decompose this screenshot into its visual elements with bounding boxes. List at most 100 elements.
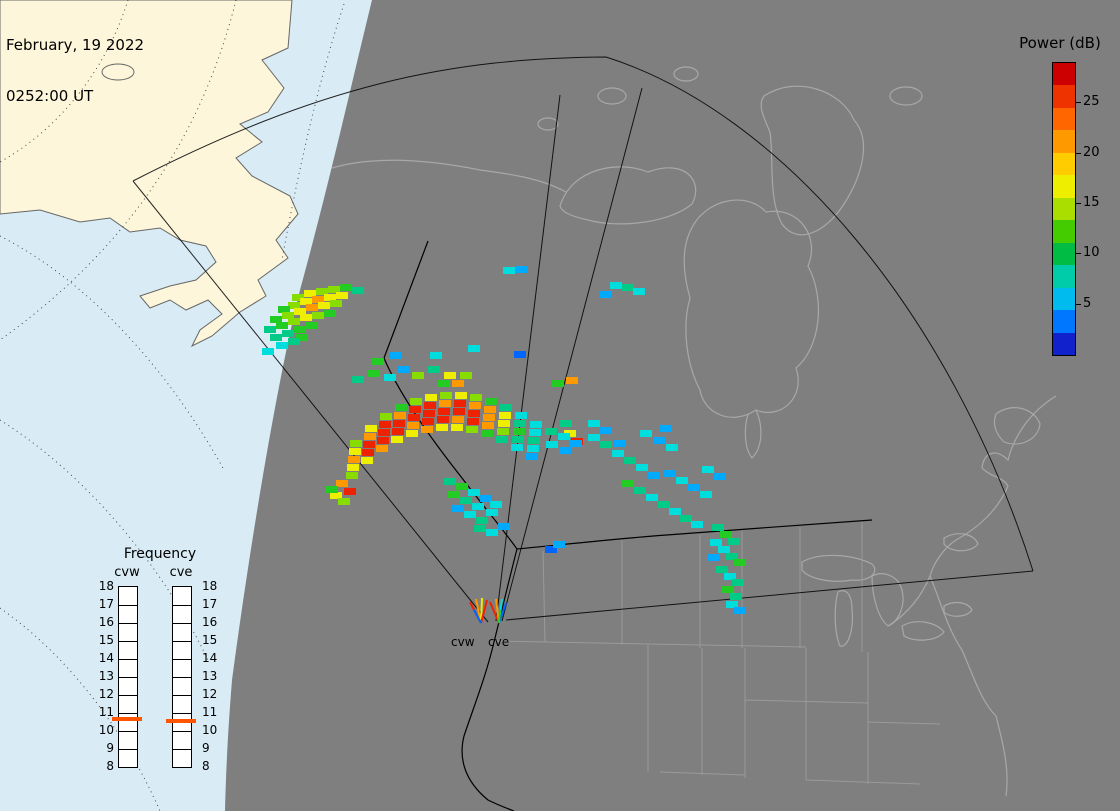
power-cell — [378, 429, 390, 436]
frequency-scale-tick-line — [173, 731, 191, 732]
power-cell — [496, 436, 508, 443]
power-cell — [691, 521, 703, 528]
radar-site-cve-label: cve — [488, 635, 510, 649]
frequency-scale-tick-line — [119, 659, 137, 660]
power-cell — [514, 351, 526, 358]
colorbar-segment — [1053, 197, 1075, 221]
power-cell — [438, 408, 450, 415]
power-cell — [512, 436, 524, 443]
colorbar-tick-mark — [1076, 202, 1081, 204]
power-cell — [515, 412, 527, 419]
frequency-scale-tick-line — [119, 641, 137, 642]
frequency-panel: Frequency cvw cve 18 17 16 15 14 13 12 11 10 9 8 18… — [85, 546, 235, 786]
power-cell — [728, 538, 740, 545]
frequency-tick-label: 14 — [98, 651, 114, 665]
power-cell — [669, 508, 681, 515]
power-cell — [734, 607, 746, 614]
frequency-tick-label: 12 — [98, 687, 114, 701]
fov-left-edge — [132, 180, 489, 623]
power-cell — [460, 372, 472, 379]
frequency-column-cve-header: cve — [169, 565, 193, 580]
colorbar-segment — [1053, 287, 1075, 311]
power-cell — [482, 422, 494, 429]
power-cell — [634, 487, 646, 494]
frequency-scale-tick-line — [173, 623, 191, 624]
power-cell — [312, 312, 324, 319]
power-cell — [328, 286, 340, 293]
colorbar-tick-mark — [1076, 253, 1081, 255]
power-cell — [270, 334, 282, 341]
colorbar-segment — [1053, 265, 1075, 288]
power-cell — [425, 394, 437, 401]
lake-erie — [901, 621, 945, 641]
frequency-panel-title: Frequency — [123, 546, 197, 562]
time-label: 0252:00 UT — [6, 87, 94, 105]
power-cell — [394, 412, 406, 419]
power-cell — [440, 392, 452, 399]
frequency-tick-label: 13 — [98, 669, 114, 683]
power-cell — [406, 430, 418, 437]
power-cell — [480, 495, 492, 502]
power-cell — [515, 266, 527, 273]
lake-ontario — [943, 601, 973, 617]
power-cell — [365, 425, 377, 432]
power-cell — [338, 498, 350, 505]
arctic-islet-4 — [889, 86, 923, 106]
power-cell — [288, 338, 300, 345]
graticule — [0, 0, 345, 811]
frequency-tick-label: 17 — [202, 597, 218, 611]
power-cell — [559, 447, 571, 454]
power-cell — [658, 501, 670, 508]
colorbar-tick-label: 10 — [1083, 245, 1100, 261]
power-cell — [558, 433, 570, 440]
power-cell — [316, 288, 328, 295]
power-cell — [468, 345, 480, 352]
site-ray — [498, 609, 501, 624]
power-cell — [610, 282, 622, 289]
power-cell — [483, 414, 495, 421]
nova-scotia — [943, 533, 979, 552]
lake-huron — [871, 573, 904, 627]
power-cell — [588, 420, 600, 427]
power-cell — [472, 503, 484, 510]
frequency-tick-label: 13 — [202, 669, 218, 683]
power-cell — [412, 372, 424, 379]
power-cell — [428, 366, 440, 373]
power-cell — [350, 440, 362, 447]
power-cell — [395, 404, 407, 411]
frequency-tick-label: 14 — [202, 651, 218, 665]
frequency-tick-label: 10 — [98, 723, 114, 737]
power-cell — [306, 322, 318, 329]
power-cell — [680, 515, 692, 522]
newfoundland — [993, 407, 1041, 445]
fov-cve-left-edge — [501, 87, 643, 622]
colorbar-title: Power (dB) — [1019, 34, 1101, 52]
power-cell — [376, 445, 388, 452]
power-cell — [486, 509, 498, 516]
fov-outer-arc — [132, 56, 1034, 572]
power-cell — [262, 348, 274, 355]
power-cell — [724, 573, 736, 580]
power-cell — [306, 304, 318, 311]
power-cell — [722, 586, 734, 593]
frequency-tick-label: 16 — [98, 615, 114, 629]
power-cell — [545, 428, 557, 435]
power-cell — [392, 428, 404, 435]
us-west-coast — [461, 548, 518, 811]
power-cell — [430, 352, 442, 359]
power-cell — [456, 483, 468, 490]
power-cell — [636, 464, 648, 471]
power-cell — [545, 546, 557, 553]
power-cell — [654, 437, 666, 444]
power-cell — [444, 372, 456, 379]
radar-site-rays — [469, 597, 507, 624]
power-cell — [498, 523, 510, 530]
colorbar-tick-mark — [1076, 102, 1081, 104]
power-cell — [648, 472, 660, 479]
power-cell — [486, 529, 498, 536]
frequency-tick-label: 8 — [106, 759, 114, 773]
frequency-scale-tick-line — [173, 677, 191, 678]
frequency-scale-bar-cve — [172, 586, 192, 768]
power-cell — [490, 501, 502, 508]
